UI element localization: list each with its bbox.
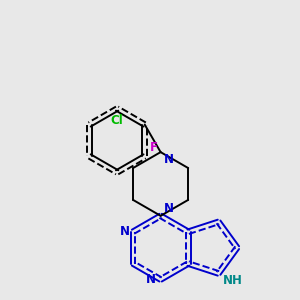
Text: N: N xyxy=(146,273,156,286)
Text: Cl: Cl xyxy=(111,114,124,127)
Text: NH: NH xyxy=(223,274,243,287)
Text: F: F xyxy=(150,141,158,154)
Text: N: N xyxy=(164,202,174,215)
Text: N: N xyxy=(164,153,174,166)
Text: N: N xyxy=(120,225,130,238)
